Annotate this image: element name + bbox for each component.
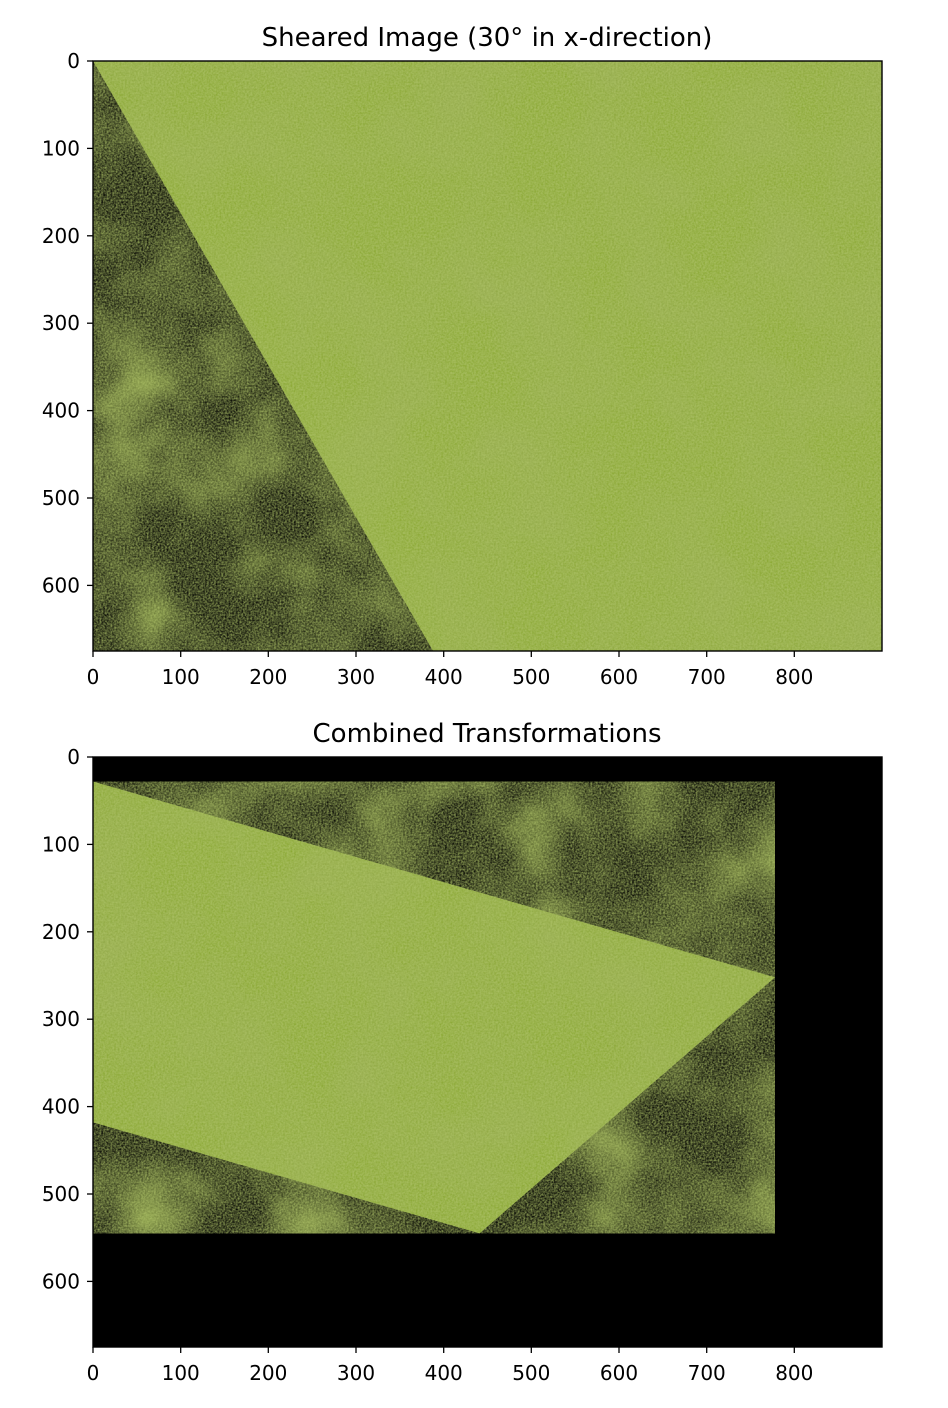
y-tick-label: 100 [42,136,80,160]
combined-texture-region [93,781,775,1234]
x-tick-label: 800 [775,1361,813,1385]
y-tick-label: 200 [42,224,80,248]
x-tick-label: 500 [512,1361,550,1385]
y-tick-label: 300 [42,311,80,335]
y-tick-label: 400 [42,399,80,423]
axes-frame [92,60,883,652]
x-tick-label: 400 [425,665,463,689]
x-tick-label: 200 [249,1361,287,1385]
sheared-texture-region [93,61,882,651]
panel-combined: Combined Transformations 0 100 200 300 4… [42,719,883,1385]
y-tick-label: 0 [67,745,80,769]
y-tick-label: 600 [42,1269,80,1293]
y-tick-label: 500 [42,1182,80,1206]
x-axis: 0 100 200 300 400 500 600 700 800 [87,651,813,689]
x-tick-label: 300 [337,1361,375,1385]
y-axis: 0 100 200 300 400 500 600 [42,745,93,1293]
x-tick-label: 0 [87,1361,100,1385]
x-tick-label: 700 [688,665,726,689]
x-tick-label: 300 [337,665,375,689]
y-tick-label: 300 [42,1007,80,1031]
x-tick-label: 700 [688,1361,726,1385]
x-tick-label: 100 [162,1361,200,1385]
y-tick-label: 600 [42,573,80,597]
x-tick-label: 0 [87,665,100,689]
x-tick-label: 600 [600,1361,638,1385]
panel-title: Combined Transformations [313,719,662,749]
panel-title: Sheared Image (30° in x-direction) [262,23,713,53]
x-tick-label: 800 [775,665,813,689]
y-tick-label: 500 [42,486,80,510]
x-tick-label: 600 [600,665,638,689]
y-tick-label: 200 [42,920,80,944]
y-tick-label: 0 [67,49,80,73]
x-tick-label: 100 [162,665,200,689]
axes-frame [92,756,883,1348]
image-area [92,756,883,1348]
x-tick-label: 200 [249,665,287,689]
x-axis: 0 100 200 300 400 500 600 700 800 [87,1347,813,1385]
y-tick-label: 100 [42,832,80,856]
panel-sheared: Sheared Image (30° in x-direction) 0 100… [42,23,883,689]
x-tick-label: 400 [425,1361,463,1385]
image-area [92,60,883,652]
y-axis: 0 100 200 300 400 500 600 [42,49,93,597]
x-tick-label: 500 [512,665,550,689]
y-tick-label: 400 [42,1095,80,1119]
